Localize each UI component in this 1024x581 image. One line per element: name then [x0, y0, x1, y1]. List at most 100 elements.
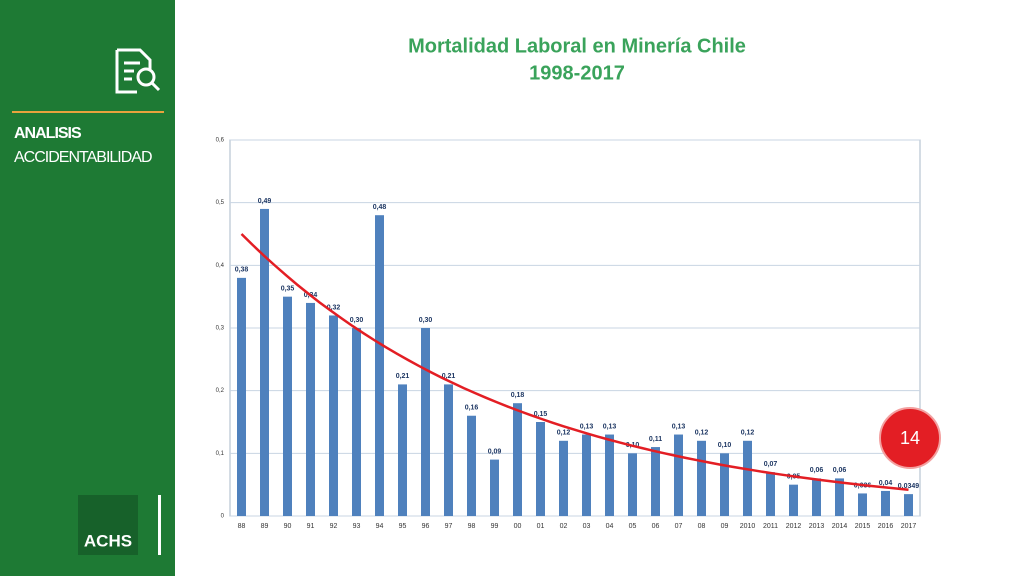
y-tick-label: 0,3	[216, 326, 225, 332]
bar	[674, 434, 683, 516]
chart-subtitle: 1998-2017	[529, 62, 625, 84]
value-label: 0,48	[373, 204, 387, 211]
x-tick-label: 89	[261, 523, 269, 530]
y-tick-label: 0,5	[216, 200, 225, 206]
x-tick-label: 2011	[763, 523, 778, 530]
x-tick-label: 98	[468, 523, 476, 530]
x-tick-label: 08	[698, 523, 706, 530]
x-tick-label: 06	[652, 523, 660, 530]
value-label: 0,13	[672, 423, 686, 430]
bar	[306, 302, 315, 516]
bar	[444, 384, 453, 516]
bar	[789, 484, 798, 516]
value-label: 0,12	[695, 430, 709, 437]
value-label: 0,13	[580, 423, 594, 430]
x-tick-label: 94	[376, 523, 384, 530]
logo-box	[78, 495, 138, 555]
value-label: 0,32	[327, 304, 341, 311]
x-tick-label: 05	[629, 523, 637, 530]
bar	[536, 422, 545, 516]
x-tick-label: 96	[422, 523, 430, 530]
value-label: 0,11	[649, 436, 662, 443]
x-tick-label: 2013	[809, 523, 825, 530]
x-tick-label: 03	[583, 523, 591, 530]
bar	[559, 440, 568, 516]
annotation-badge	[879, 407, 941, 469]
value-label: 0,12	[741, 430, 755, 437]
logo: ACHS	[84, 531, 132, 550]
bar	[375, 215, 384, 516]
x-tick-label: 90	[284, 523, 292, 530]
bar	[582, 434, 591, 516]
value-label: 0,30	[419, 317, 433, 324]
value-label: 0,21	[396, 373, 410, 380]
x-tick-label: 92	[330, 523, 338, 530]
logo-bar	[158, 495, 161, 555]
x-tick-label: 88	[238, 523, 246, 530]
bar	[398, 384, 407, 516]
sidebar	[0, 0, 175, 576]
bar	[766, 472, 775, 516]
x-tick-label: 2015	[855, 523, 871, 530]
bar	[237, 277, 246, 516]
x-tick-label: 99	[491, 523, 499, 530]
value-label: 0,16	[465, 405, 479, 412]
bar	[260, 208, 269, 516]
value-label: 0,12	[557, 430, 571, 437]
y-tick-label: 0,1	[216, 451, 225, 457]
x-tick-label: 2017	[901, 523, 917, 530]
y-tick-label: 0,4	[216, 263, 225, 269]
bar	[421, 328, 430, 516]
value-label: 0,18	[511, 392, 525, 399]
x-tick-label: 2010	[740, 523, 756, 530]
x-tick-label: 01	[537, 523, 545, 530]
value-label: 0,04	[879, 480, 893, 487]
bar	[329, 315, 338, 516]
value-label: 0,06	[833, 467, 847, 474]
y-tick-label: 0	[221, 514, 225, 520]
x-tick-label: 09	[721, 523, 729, 530]
value-label: 0,06	[810, 467, 824, 474]
bar	[283, 296, 292, 516]
x-tick-label: 2016	[878, 523, 894, 530]
bar	[858, 493, 867, 516]
bar	[743, 440, 752, 516]
value-label: 0,10	[718, 442, 732, 449]
x-tick-label: 07	[675, 523, 683, 530]
value-label: 0,13	[603, 423, 617, 430]
bar	[651, 447, 660, 516]
bar	[490, 459, 499, 516]
x-tick-label: 91	[307, 523, 315, 530]
bar	[352, 328, 361, 516]
value-label: 0,15	[534, 411, 548, 418]
value-label: 0,07	[764, 461, 778, 468]
value-label: 0,49	[258, 198, 272, 205]
x-tick-label: 93	[353, 523, 361, 530]
y-tick-label: 0,2	[216, 388, 225, 394]
bar	[904, 494, 913, 516]
value-label: 0,21	[442, 373, 456, 380]
bar	[628, 453, 637, 516]
bar	[720, 453, 729, 516]
x-tick-label: 95	[399, 523, 407, 530]
bar	[881, 490, 890, 516]
value-label: 0,09	[488, 448, 502, 455]
sidebar-subheading: ACCIDENTABILIDAD	[14, 149, 152, 166]
bar	[697, 440, 706, 516]
value-label: 0,35	[281, 286, 295, 293]
annotation: 14	[900, 428, 920, 448]
value-label: 0,0349	[898, 483, 920, 490]
chart-title: Mortalidad Laboral en Minería Chile	[408, 35, 746, 57]
x-tick-label: 00	[514, 523, 522, 530]
bar	[467, 415, 476, 516]
report-icon	[115, 48, 161, 94]
sidebar-heading: ANALISIS	[14, 125, 82, 142]
x-tick-label: 97	[445, 523, 453, 530]
bar	[812, 478, 821, 516]
x-tick-label: 02	[560, 523, 568, 530]
x-tick-label: 04	[606, 523, 614, 530]
bar	[605, 434, 614, 516]
bar	[513, 403, 522, 516]
y-tick-label: 0,6	[216, 138, 225, 144]
